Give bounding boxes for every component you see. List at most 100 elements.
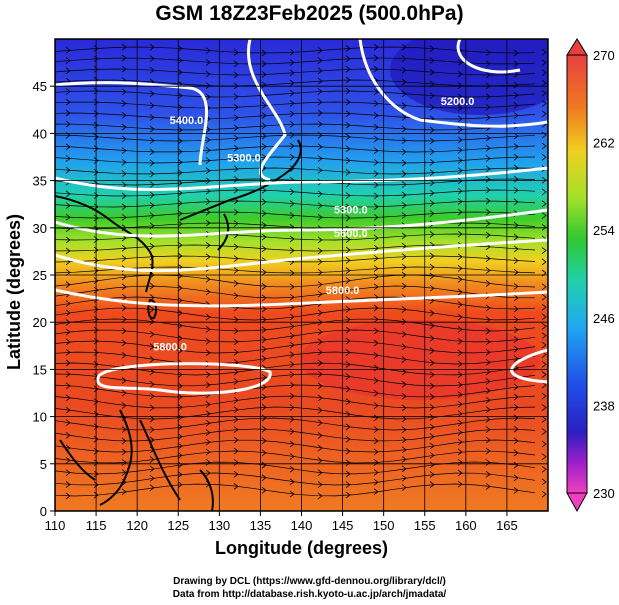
flow-arrow — [485, 267, 491, 274]
x-tick-label: 110 — [45, 518, 66, 533]
flow-arrow — [205, 313, 211, 321]
flow-arrow — [65, 155, 71, 162]
flow-arrow — [205, 126, 211, 133]
y-tick-label: 25 — [33, 268, 47, 283]
flow-arrow — [205, 438, 211, 446]
flow-arrow — [261, 345, 267, 353]
flow-arrow — [485, 426, 491, 433]
flow-arrow — [261, 326, 267, 334]
flow-arrow — [373, 426, 379, 433]
flow-arrow — [65, 109, 71, 117]
flow-arrow — [317, 120, 323, 128]
flow-arrow — [345, 361, 351, 368]
flow-arrow — [121, 377, 127, 384]
contour-label: 5300.0 — [334, 205, 368, 217]
flow-arrow — [429, 169, 435, 176]
flow-arrow — [233, 327, 239, 335]
flow-arrow — [373, 100, 379, 107]
flow-arrow — [429, 322, 435, 330]
flow-arrow — [317, 457, 323, 464]
flow-arrow — [541, 313, 547, 321]
flow-arrow — [121, 459, 127, 466]
flow-arrow — [289, 392, 295, 400]
flow-arrow — [373, 304, 379, 312]
flow-arrow — [261, 268, 267, 276]
flow-arrow — [177, 481, 183, 488]
flow-arrow — [373, 43, 379, 51]
flow-arrow — [513, 221, 519, 229]
flow-arrow — [121, 170, 127, 178]
flow-arrow — [429, 452, 435, 459]
flow-arrow — [457, 400, 463, 408]
flow-arrow — [401, 90, 407, 98]
flow-arrow — [149, 181, 155, 188]
flow-arrow — [401, 474, 407, 482]
flow-arrow — [373, 283, 379, 291]
flow-arrow — [345, 55, 351, 63]
flow-arrow — [121, 283, 127, 291]
flow-arrow — [429, 126, 435, 134]
flow-arrow — [541, 404, 547, 411]
flow-arrow — [485, 231, 491, 239]
flow-arrow — [429, 404, 435, 411]
flow-arrow — [121, 339, 127, 347]
flow-arrow — [457, 419, 463, 427]
flow-arrow — [289, 415, 295, 423]
flow-arrow — [261, 210, 267, 217]
flow-arrow — [317, 155, 323, 162]
flow-arrow — [401, 191, 407, 199]
flow-arrow — [289, 188, 295, 196]
flow-arrow — [401, 66, 407, 74]
flow-arrow — [177, 210, 183, 217]
flow-arrow — [289, 381, 295, 389]
flow-arrow — [457, 360, 463, 368]
flow-arrow — [541, 188, 547, 196]
flow-arrow — [541, 341, 547, 349]
flow-arrow — [429, 104, 435, 111]
flow-arrow — [345, 491, 351, 499]
flow-arrow — [149, 380, 155, 388]
flow-arrow — [177, 220, 183, 228]
flow-arrow — [121, 389, 127, 397]
flow-arrow — [205, 288, 211, 296]
flow-arrow — [429, 231, 435, 238]
flow-arrow — [457, 381, 463, 389]
flow-arrow — [541, 110, 547, 118]
flow-arrow — [513, 257, 519, 264]
flow-arrow — [149, 90, 155, 98]
flow-arrow — [149, 170, 155, 178]
flow-arrow — [513, 305, 519, 313]
flow-arrow — [457, 349, 463, 357]
flow-arrow — [233, 426, 239, 433]
flow-arrow — [289, 404, 295, 411]
flow-arrow — [345, 373, 351, 380]
flow-arrow — [457, 253, 463, 261]
flow-arrow — [177, 382, 183, 390]
flow-arrow — [429, 481, 435, 488]
contour-label: 5600.0 — [334, 228, 368, 240]
flow-arrow — [233, 348, 239, 356]
flow-arrow — [485, 406, 491, 414]
flow-arrow — [233, 483, 239, 490]
flow-arrow — [541, 440, 547, 448]
streamline — [55, 351, 536, 365]
flow-arrow — [121, 214, 127, 221]
flow-arrow — [373, 54, 379, 62]
flow-arrow — [177, 393, 183, 401]
flow-arrow — [289, 303, 295, 311]
flow-arrow — [317, 247, 323, 255]
flow-arrow — [429, 148, 435, 156]
flow-arrow — [149, 306, 155, 313]
flow-arrow — [485, 338, 491, 346]
flow-arrow — [233, 165, 239, 173]
flow-arrow — [149, 426, 155, 434]
flow-arrow — [485, 114, 491, 121]
flow-arrow — [317, 258, 323, 266]
flow-arrow — [121, 158, 127, 166]
flow-arrow — [345, 385, 351, 393]
flow-arrow — [541, 416, 547, 423]
flow-arrow — [261, 143, 267, 150]
flow-arrow — [345, 236, 351, 243]
flow-arrow — [233, 134, 239, 142]
flow-arrow — [373, 469, 379, 476]
